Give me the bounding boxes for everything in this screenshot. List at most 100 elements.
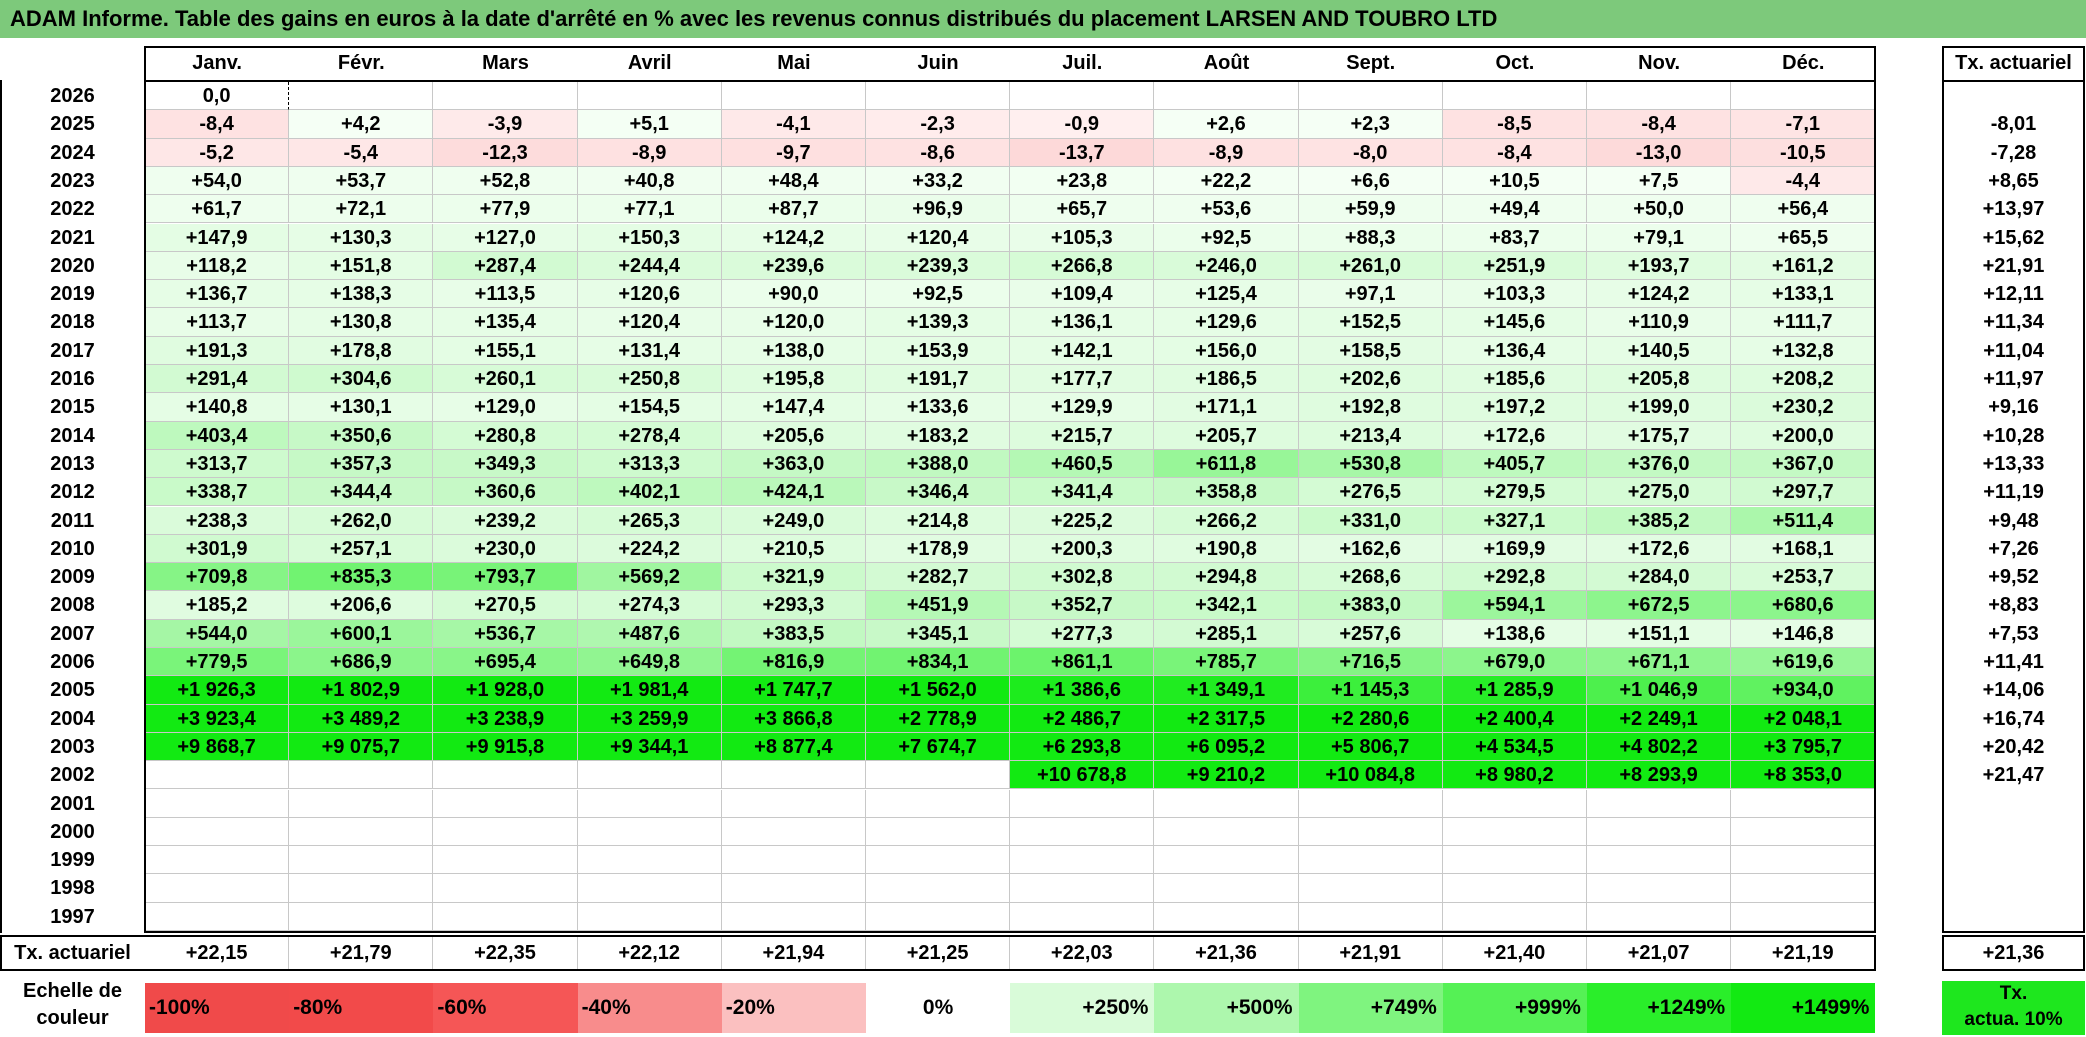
year-label: 2011 [50, 509, 95, 532]
table-cell: +129,6 [1154, 308, 1299, 337]
table-cell: +193,7 [1587, 251, 1732, 281]
header-underline [145, 80, 1876, 82]
row-tx-actuariel [1942, 903, 2085, 931]
table-cell: +129,0 [433, 393, 578, 422]
table-cell: +88,3 [1298, 223, 1443, 252]
table-cell: +284,0 [1587, 563, 1732, 592]
table-cell: +127,0 [433, 223, 578, 252]
table-cell [289, 902, 434, 931]
color-scale-swatch: +1249% [1587, 983, 1732, 1033]
table-cell: +293,3 [721, 591, 866, 620]
table-cell: +304,6 [289, 365, 434, 394]
table-cell: +59,9 [1298, 195, 1443, 224]
table-cell: +177,7 [1010, 365, 1155, 394]
table-cell: +342,1 [1154, 591, 1299, 620]
table-cell: +130,1 [289, 393, 434, 422]
table-cell: +405,7 [1442, 449, 1587, 479]
table-cell: +120,6 [577, 280, 722, 309]
table-cell: +138,6 [1442, 619, 1587, 648]
year-label: 2000 [50, 820, 95, 843]
table-cell: +363,0 [721, 449, 866, 479]
table-cell: -8,9 [1154, 138, 1299, 167]
year-label: 2013 [50, 452, 95, 475]
color-scale-swatch: 0% [866, 983, 1011, 1033]
table-cell: +816,9 [721, 648, 866, 677]
table-cell: +215,7 [1010, 421, 1155, 450]
table-cell [289, 817, 434, 847]
table-cell [866, 902, 1011, 931]
table-cell: +10 084,8 [1298, 761, 1443, 790]
tx-header: Tx. actuariel [1955, 52, 2072, 74]
table-cell: +835,3 [289, 563, 434, 592]
table-cell: +151,1 [1587, 619, 1732, 648]
table-cell: +321,9 [721, 563, 866, 592]
table-cell [866, 789, 1011, 818]
table-cell [289, 82, 434, 111]
table-cell: +158,5 [1298, 336, 1443, 365]
color-scale-swatch: +500% [1154, 983, 1299, 1033]
table-cell: +8 877,4 [721, 732, 866, 762]
table-cell: +6 095,2 [1154, 732, 1299, 762]
row-tx-actuariel [1942, 846, 2085, 874]
table-cell: +139,3 [866, 308, 1011, 337]
table-cell: +291,4 [145, 365, 290, 394]
table-cell: +680,6 [1731, 591, 1876, 620]
table-cell [721, 761, 866, 790]
table-cell [721, 902, 866, 931]
table-cell: +695,4 [433, 648, 578, 677]
table-cell: -12,3 [433, 138, 578, 167]
table-cell: +250,8 [577, 365, 722, 394]
table-cell [1154, 82, 1299, 111]
table-cell: +120,4 [866, 223, 1011, 252]
color-scale-swatch: +999% [1442, 983, 1587, 1033]
row-tx-actuariel: +9,48 [1988, 509, 2039, 532]
table-cell: +135,4 [433, 308, 578, 337]
table-cell: +376,0 [1587, 449, 1732, 479]
year-label: 2014 [50, 424, 95, 447]
table-cell [433, 874, 578, 903]
table-cell: +345,1 [866, 619, 1011, 648]
table-cell: +2,6 [1154, 110, 1299, 139]
footer-value: +21,25 [866, 936, 1011, 970]
table-cell: +124,2 [721, 223, 866, 252]
table-cell [289, 761, 434, 790]
table-cell [145, 874, 290, 903]
table-cell: +383,0 [1298, 591, 1443, 620]
table-cell: +1 928,0 [433, 676, 578, 705]
row-tx-actuariel: +16,74 [1982, 707, 2045, 730]
table-cell: +672,5 [1587, 591, 1732, 620]
table-cell: +244,4 [577, 251, 722, 281]
table-cell: +77,9 [433, 195, 578, 224]
row-tx-actuariel: +9,52 [1988, 566, 2039, 589]
year-label: 2004 [50, 707, 95, 730]
table-cell: +230,2 [1731, 393, 1876, 422]
table-cell: +4 802,2 [1587, 732, 1732, 762]
table-cell: +934,0 [1731, 676, 1876, 705]
table-cell: +861,1 [1010, 648, 1155, 677]
month-header: Janv. [192, 52, 242, 74]
footer-value: +21,19 [1731, 936, 1876, 970]
table-cell [1298, 874, 1443, 903]
table-cell: +120,0 [721, 308, 866, 337]
table-cell [289, 874, 434, 903]
table-cell: +147,9 [145, 223, 290, 252]
table-cell: +279,5 [1442, 478, 1587, 507]
table-cell: +424,1 [721, 478, 866, 507]
table-cell [721, 789, 866, 818]
table-cell: +2 778,9 [866, 704, 1011, 733]
table-cell: +111,7 [1731, 308, 1876, 337]
color-scale-swatch: -60% [433, 983, 578, 1033]
table-cell: +142,1 [1010, 336, 1155, 365]
table-cell: +2 280,6 [1298, 704, 1443, 733]
table-cell: +611,8 [1154, 449, 1299, 479]
table-cell: +257,1 [289, 534, 434, 564]
table-cell: +649,8 [577, 648, 722, 677]
table-cell [1587, 902, 1732, 931]
row-tx-actuariel: +12,11 [1983, 283, 2044, 306]
table-cell: +266,2 [1154, 506, 1299, 535]
table-cell: +72,1 [289, 195, 434, 224]
table-cell: +275,0 [1587, 478, 1732, 507]
table-cell: +10 678,8 [1010, 761, 1155, 790]
table-cell: +779,5 [145, 648, 290, 677]
table-cell: +5 806,7 [1298, 732, 1443, 762]
